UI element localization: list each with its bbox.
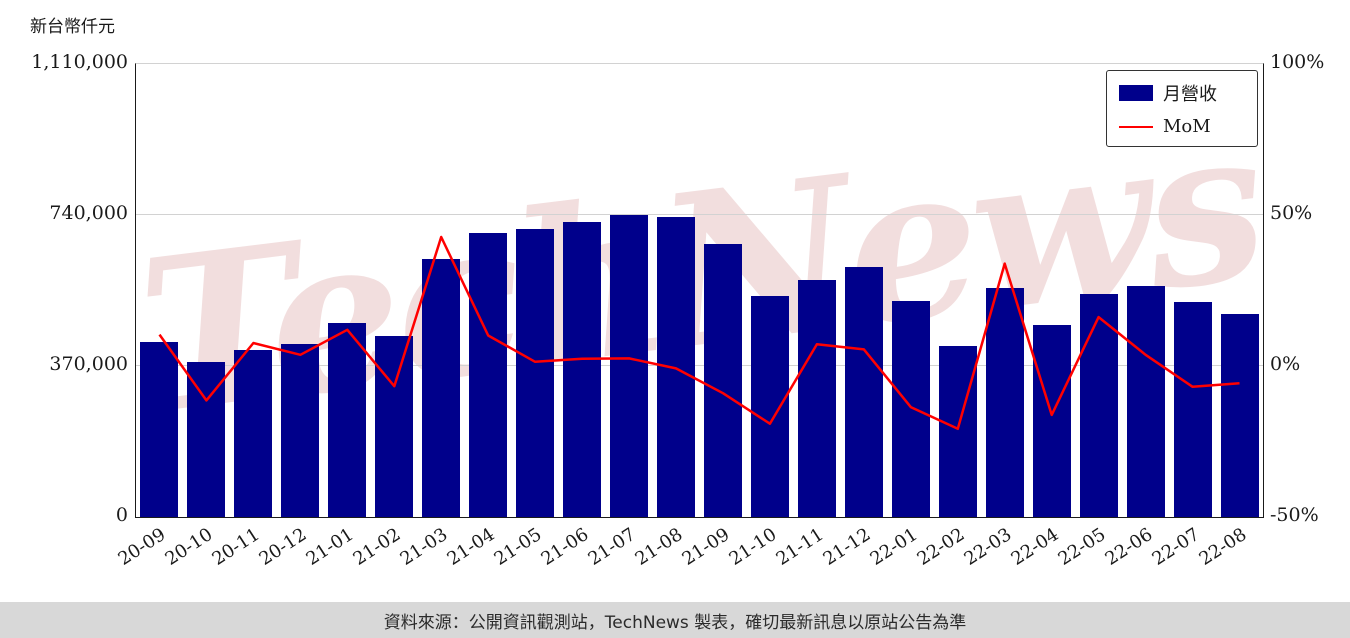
y-tick-label-left: 0 xyxy=(115,504,128,526)
legend-item-mom: MoM xyxy=(1119,116,1245,137)
revenue-bar xyxy=(1079,294,1118,517)
revenue-bar xyxy=(516,228,555,517)
plot-area xyxy=(135,63,1264,518)
y-tick-label-right: -50% xyxy=(1270,504,1319,526)
revenue-bar xyxy=(1126,286,1165,517)
revenue-bar xyxy=(891,301,930,517)
revenue-bar xyxy=(187,361,226,517)
revenue-bar xyxy=(469,232,508,517)
revenue-bar xyxy=(703,243,742,517)
revenue-bar xyxy=(750,296,789,517)
gridline xyxy=(136,63,1263,64)
y-axis-left: 0 370,000 740,000 1,110,000 xyxy=(0,0,128,540)
revenue-bar xyxy=(281,343,320,517)
revenue-bar xyxy=(1173,301,1212,517)
revenue-bar xyxy=(657,217,696,517)
y-tick-label-left: 740,000 xyxy=(49,202,128,224)
legend-item-revenue: 月營收 xyxy=(1119,80,1245,106)
y-tick-label-right: 0% xyxy=(1270,353,1301,375)
revenue-bar xyxy=(938,346,977,517)
revenue-bar xyxy=(797,280,836,517)
source-note: 資料來源：公開資訊觀測站，TechNews 製表，確切最新訊息以原站公告為準 xyxy=(383,612,967,633)
revenue-bar xyxy=(563,221,602,517)
revenue-bar xyxy=(844,267,883,517)
revenue-bar xyxy=(375,336,414,517)
legend: 月營收 MoM xyxy=(1106,70,1258,147)
revenue-bar xyxy=(422,259,461,517)
legend-label-mom: MoM xyxy=(1163,116,1211,137)
revenue-bar xyxy=(1220,314,1259,517)
y-tick-label-left: 370,000 xyxy=(49,353,128,375)
mom-line-swatch xyxy=(1119,125,1153,128)
footer-bar: 資料來源：公開資訊觀測站，TechNews 製表，確切最新訊息以原站公告為準 xyxy=(0,602,1350,638)
y-tick-label-right: 100% xyxy=(1270,51,1325,73)
revenue-bar-swatch xyxy=(1119,85,1153,101)
revenue-bar xyxy=(234,350,273,517)
gridline xyxy=(136,214,1263,215)
revenue-bar xyxy=(610,214,649,517)
y-axis-right: -50% 0% 50% 100% xyxy=(1270,0,1350,540)
gridline xyxy=(136,365,1263,366)
revenue-bar xyxy=(328,323,367,517)
y-tick-label-right: 50% xyxy=(1270,202,1313,224)
revenue-bar xyxy=(140,341,179,517)
y-axis-unit-label: 新台幣仟元 xyxy=(30,17,115,37)
legend-label-revenue: 月營收 xyxy=(1163,84,1217,105)
mom-line xyxy=(158,235,1240,431)
revenue-bar xyxy=(1032,325,1071,517)
mom-line-svg xyxy=(158,235,1240,431)
y-tick-label-left: 1,110,000 xyxy=(31,51,128,73)
revenue-bar xyxy=(985,288,1024,517)
